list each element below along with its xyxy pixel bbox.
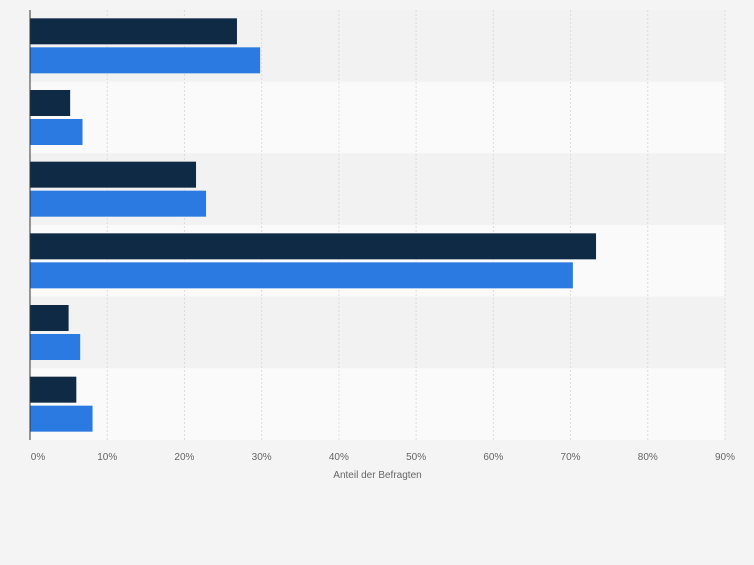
bar-series-2[interactable] xyxy=(30,47,261,74)
row-band xyxy=(30,296,725,369)
x-tick-label: 0% xyxy=(31,452,46,463)
x-tick-label: 60% xyxy=(483,452,503,463)
x-tick-label: 80% xyxy=(638,452,658,463)
bar-series-1[interactable] xyxy=(30,376,77,403)
bar-series-2[interactable] xyxy=(30,334,81,360)
x-tick-label: 50% xyxy=(406,452,426,463)
bar-series-2[interactable] xyxy=(30,405,93,432)
bar-series-2[interactable] xyxy=(30,190,207,217)
bar-series-1[interactable] xyxy=(30,161,197,188)
x-tick-label: 70% xyxy=(561,452,581,463)
bar-series-2[interactable] xyxy=(30,119,83,145)
bars-group xyxy=(30,18,597,432)
x-tick-label: 20% xyxy=(174,452,194,463)
row-band xyxy=(30,368,725,440)
bar-series-1[interactable] xyxy=(30,18,237,45)
x-tick-label: 40% xyxy=(329,452,349,463)
bar-series-1[interactable] xyxy=(30,233,597,260)
row-band xyxy=(30,81,725,154)
x-tick-label: 30% xyxy=(252,452,272,463)
row-bands xyxy=(30,10,725,440)
bar-series-2[interactable] xyxy=(30,262,573,289)
bar-series-1[interactable] xyxy=(30,90,71,116)
x-tick-labels: 0% 10% 20% 30% 40% 50% 60% 70% 80% 90% xyxy=(31,452,735,463)
x-axis-label: Anteil der Befragten xyxy=(333,470,421,481)
bar-series-1[interactable] xyxy=(30,305,69,331)
x-tick-label: 10% xyxy=(97,452,117,463)
x-tick-label: 90% xyxy=(715,452,735,463)
